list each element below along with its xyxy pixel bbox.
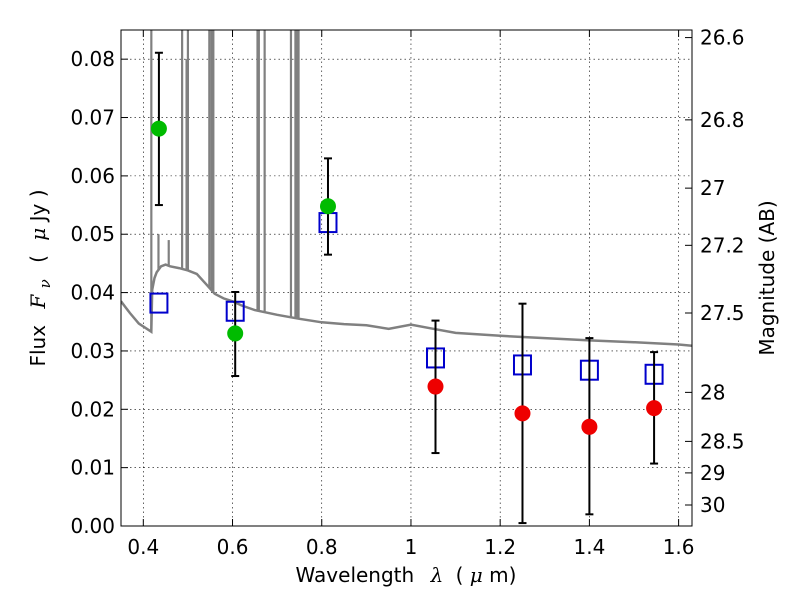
x-tick-label: 0.8 xyxy=(306,535,338,559)
y2-tick-label: 26.6 xyxy=(700,26,745,50)
infrared-detection-point xyxy=(514,405,531,422)
y2-tick-label: 27 xyxy=(700,176,725,200)
x-tick-label: 1 xyxy=(405,535,418,559)
y2-tick-label: 29 xyxy=(700,461,725,485)
x-axis-label: Wavelength λ ( μ m) xyxy=(296,563,517,587)
plot-frame xyxy=(120,29,693,527)
marker-layer xyxy=(149,51,664,525)
y-tick-label: 0.02 xyxy=(70,397,115,421)
optical-detection-point xyxy=(319,198,336,215)
y2-tick-label: 30 xyxy=(700,493,725,517)
y2-tick-label: 26.8 xyxy=(700,108,745,132)
y-tick-label: 0.03 xyxy=(70,339,115,363)
x-axis-label-text: Wavelength xyxy=(296,563,415,587)
x-tick-label: 1.6 xyxy=(663,535,695,559)
x-tick-label: 0.6 xyxy=(217,535,249,559)
y-axis-label-nu: ν xyxy=(36,279,54,288)
y-axis-label-text: Flux xyxy=(26,325,50,367)
y-tick-label: 0.07 xyxy=(70,106,115,130)
x-tick-label: 1.4 xyxy=(573,535,605,559)
x-axis-label-unit-rest: m) xyxy=(489,563,516,587)
y-tick-label: 0.05 xyxy=(70,222,115,246)
model-spectrum-line xyxy=(121,263,692,347)
x-tick-label: 0.4 xyxy=(127,535,159,559)
x-tick-label: 1.2 xyxy=(484,535,516,559)
x-axis-label-unit-open: ( xyxy=(456,563,464,587)
optical-detection-point xyxy=(150,120,167,137)
y-tick-label: 0.06 xyxy=(70,164,115,188)
grid-layer xyxy=(121,30,692,527)
y2-tick-label: 27.2 xyxy=(700,233,745,257)
optical-detection-point xyxy=(227,325,244,342)
y-axis-label-f: F xyxy=(26,294,50,310)
infrared-detection-point xyxy=(427,378,444,395)
x-axis-label-unit-mu: μ xyxy=(470,563,483,587)
y-axis-label-unit-rest: Jy ) xyxy=(26,189,50,223)
y-tick-label: 0.08 xyxy=(70,47,115,71)
y2-tick-label: 27.5 xyxy=(700,301,745,325)
y-tick-label: 0.00 xyxy=(70,514,115,538)
infrared-detection-point xyxy=(581,418,598,435)
y2-tick-label: 28.5 xyxy=(700,429,745,453)
spectrum-layer xyxy=(121,30,692,347)
y-axis-label: Flux F ν ( μ Jy ) xyxy=(26,189,55,366)
model-photometry-square xyxy=(149,292,169,314)
y-axis-label-unit-open: ( xyxy=(26,255,50,263)
y2-tick-label: 28 xyxy=(700,380,725,404)
y-axis-label-unit-mu: μ xyxy=(26,228,50,241)
tick-layer: 0.4 0.6 0.8 1 1.2 1.4 1.6 0.00 0.01 0.02 0.03 0.04 0… xyxy=(70,26,744,559)
y-tick-label: 0.04 xyxy=(70,281,115,305)
infrared-detection-point xyxy=(646,400,663,417)
y2-axis-label: Magnitude (AB) xyxy=(755,200,779,355)
y-tick-label: 0.01 xyxy=(70,456,115,480)
x-axis-label-lambda: λ xyxy=(430,563,444,587)
